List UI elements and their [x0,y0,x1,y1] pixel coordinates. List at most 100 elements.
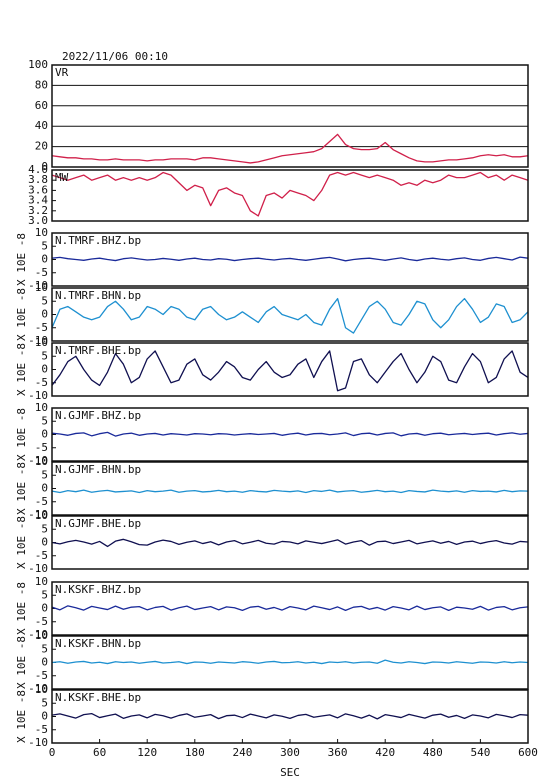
chart-title: 2022/11/06 00:10 [62,50,168,63]
y-tick-label: 80 [35,78,48,91]
y-tick-label: 10 [35,401,48,414]
trace-line [51,256,529,262]
y-tick-label: 10 [35,509,48,522]
plot-frame [51,64,529,168]
y-axis-label: X 10E -8 [15,233,28,286]
y-tick-label: 0 [41,710,48,723]
plot-area [52,462,528,515]
channel-label: N.KSKF.BHN.bp [55,637,141,650]
y-tick-label: 60 [35,99,48,112]
channel-label: MW [55,171,69,184]
plot-frame [51,635,529,690]
trace-line [51,350,529,392]
plot-frame [51,581,529,636]
y-tick-label: 0 [41,363,48,376]
y-tick-label: 3.0 [28,214,48,227]
x-tick-label: 420 [375,746,395,759]
y-tick-label: 5 [41,642,48,655]
y-tick-label: 5 [41,588,48,601]
trace-line [51,605,529,612]
y-axis-label: X 10E -8 [15,462,28,515]
x-tick-label: 0 [49,746,56,759]
trace-line [51,659,529,665]
plot-area [52,288,528,341]
y-tick-label: -10 [28,682,48,695]
x-tick-label: 180 [185,746,205,759]
y-tick-label: 0 [41,656,48,669]
plot-area [52,343,528,396]
x-tick-label: 240 [232,746,252,759]
y-axis-label: X 10E -8 [15,288,28,341]
y-tick-label: 10 [35,575,48,588]
trace-line [51,538,529,548]
y-tick-label: -10 [28,736,48,749]
channel-label: N.TMRF.BHE.bp [55,344,141,357]
x-tick-label: 480 [423,746,443,759]
y-tick-label: 10 [35,683,48,696]
y-tick-label: -5 [35,266,48,279]
y-tick-label: 3.2 [28,204,48,217]
y-tick-label: 3.8 [28,173,48,186]
x-tick-label: 360 [328,746,348,759]
y-axis-label: X 10E -8 [15,582,28,635]
y-tick-label: 10 [35,336,48,349]
trace-line [51,712,529,720]
x-tick-label: 120 [137,746,157,759]
y-tick-label: 40 [35,119,48,132]
plot-frame [51,232,529,287]
y-tick-label: 0 [41,308,48,321]
y-tick-label: 20 [35,140,48,153]
y-tick-label: 0 [41,428,48,441]
plot-frame [51,407,529,462]
y-axis-label: X 10E -8 [15,636,28,689]
y-axis-label: X 10E -8 [15,690,28,743]
y-tick-label: 10 [35,629,48,642]
x-tick-label: 300 [280,746,300,759]
y-tick-label: 5 [41,239,48,252]
y-tick-label: 5 [41,294,48,307]
plot-area [52,65,528,167]
y-axis-label: X 10E -8 [15,516,28,569]
y-tick-label: 10 [35,455,48,468]
y-tick-label: 5 [41,414,48,427]
y-tick-label: -10 [28,562,48,575]
y-tick-label: -5 [35,495,48,508]
plot-frame [51,287,529,342]
y-tick-label: 0 [41,253,48,266]
plot-area [52,582,528,635]
plot-frame [51,169,529,222]
y-tick-label: 4.0 [28,163,48,176]
y-tick-label: -5 [35,615,48,628]
trace-line [51,489,529,494]
trace-line [51,431,529,437]
channel-label: VR [55,66,69,79]
y-axis-label: X 10E -8 [15,343,28,396]
y-tick-label: -10 [28,389,48,402]
x-tick-label: 60 [93,746,106,759]
trace-line [51,133,529,164]
y-tick-label: -5 [35,321,48,334]
y-tick-label: -5 [35,549,48,562]
x-tick-label: 540 [470,746,490,759]
y-tick-label: 0 [41,536,48,549]
y-tick-label: 5 [41,522,48,535]
channel-label: N.GJMF.BHZ.bp [55,409,141,422]
y-tick-label: 5 [41,349,48,362]
trace-line [51,171,529,217]
y-tick-label: 0 [41,602,48,615]
y-axis-label: X 10E -8 [15,408,28,461]
trace-line [51,297,529,334]
y-tick-label: 3.6 [28,183,48,196]
channel-label: N.GJMF.BHN.bp [55,463,141,476]
y-tick-label: 0 [41,160,48,173]
channel-label: N.TMRF.BHZ.bp [55,234,141,247]
y-tick-label: -10 [28,334,48,347]
y-tick-label: -10 [28,454,48,467]
channel-label: N.KSKF.BHE.bp [55,691,141,704]
y-tick-label: 3.4 [28,194,48,207]
y-tick-label: 100 [28,58,48,71]
y-tick-label: -10 [28,508,48,521]
channel-label: N.GJMF.BHE.bp [55,517,141,530]
